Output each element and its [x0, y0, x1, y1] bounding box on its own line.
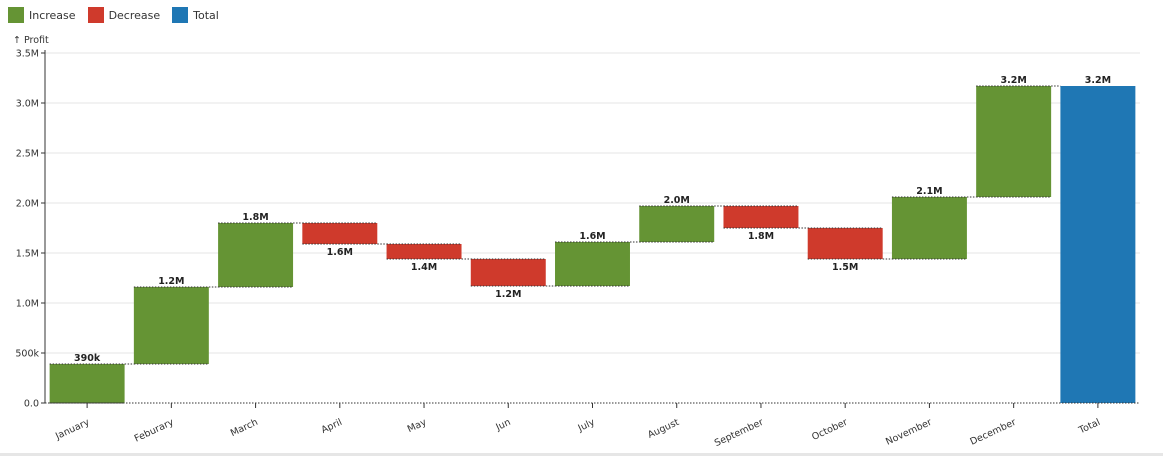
- chart-legend: Increase Decrease Total: [8, 7, 219, 23]
- y-tick-label: 500k: [15, 349, 39, 360]
- bar-decrease: [386, 244, 462, 259]
- y-tick-label: 3.0M: [16, 99, 39, 110]
- data-label: 390k: [74, 353, 101, 364]
- legend-label-total: Total: [193, 8, 219, 22]
- legend-swatch-total: [172, 7, 189, 23]
- x-tick-label: Total: [1076, 417, 1102, 437]
- data-label: 1.2M: [495, 289, 521, 300]
- data-label: 3.2M: [1001, 75, 1027, 86]
- bar-increase: [976, 86, 1052, 197]
- bar-increase: [639, 206, 715, 242]
- footer-strip: [0, 453, 1163, 456]
- legend-label-decrease: Decrease: [108, 8, 161, 22]
- y-tick-label: 3.5M: [16, 49, 39, 60]
- x-tick-label: October: [810, 417, 849, 443]
- legend-item-total[interactable]: Total: [172, 7, 219, 23]
- x-tick-label: August: [646, 417, 681, 441]
- data-label: 3.2M: [1085, 75, 1111, 86]
- legend-swatch-decrease: [87, 7, 104, 23]
- x-tick-label: May: [406, 417, 429, 435]
- legend-label-increase: Increase: [29, 8, 76, 22]
- x-tick-label: November: [884, 417, 934, 448]
- legend-swatch-increase: [8, 7, 24, 23]
- data-label: 1.8M: [748, 231, 774, 242]
- y-tick-label: 1.0M: [16, 299, 39, 310]
- y-tick-label: 1.5M: [16, 249, 39, 260]
- x-tick-label: September: [713, 417, 765, 449]
- data-label: 2.0M: [664, 195, 690, 206]
- bar-increase: [218, 223, 294, 287]
- bar-decrease: [807, 228, 883, 259]
- bar-decrease: [723, 206, 799, 228]
- y-axis-label: ↑ Profit: [13, 35, 49, 46]
- bar-decrease: [470, 259, 546, 286]
- x-tick-label: March: [229, 417, 260, 439]
- y-tick-label: 0.0: [24, 399, 39, 410]
- x-tick-label: January: [53, 417, 92, 443]
- data-label: 1.4M: [411, 262, 437, 273]
- bar-total: [1060, 86, 1136, 403]
- x-tick-label: December: [969, 417, 1018, 448]
- y-tick-label: 2.0M: [16, 199, 39, 210]
- data-label: 2.1M: [916, 186, 942, 197]
- bar-decrease: [302, 223, 378, 244]
- bar-increase: [555, 242, 630, 286]
- x-tick-label: Feburary: [133, 417, 176, 445]
- x-tick-label: July: [576, 417, 597, 435]
- bar-increase: [891, 197, 967, 259]
- bar-increase: [133, 287, 209, 364]
- data-label: 1.6M: [327, 247, 353, 258]
- data-label: 1.5M: [832, 262, 858, 273]
- data-label: 1.2M: [158, 276, 184, 287]
- legend-item-decrease[interactable]: Decrease: [87, 7, 161, 23]
- data-label: 1.8M: [242, 212, 268, 223]
- bar-increase: [49, 364, 125, 403]
- x-tick-label: April: [320, 417, 344, 436]
- y-tick-label: 2.5M: [16, 149, 39, 160]
- data-label: 1.6M: [579, 231, 605, 242]
- x-tick-label: Jun: [493, 417, 512, 434]
- legend-item-increase[interactable]: Increase: [8, 7, 76, 23]
